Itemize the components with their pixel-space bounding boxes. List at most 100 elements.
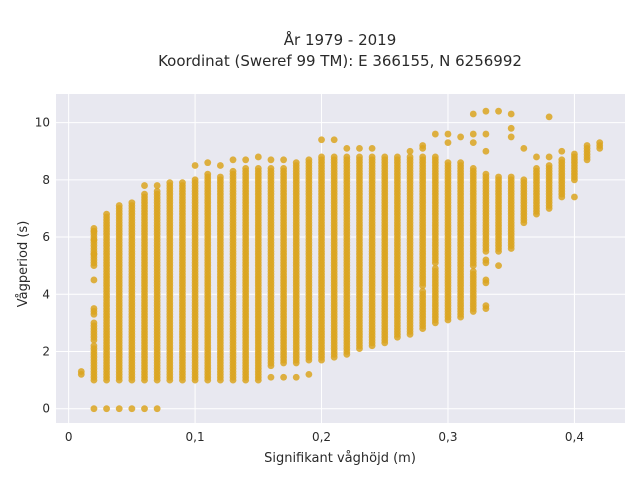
data-point	[431, 130, 439, 138]
data-point	[394, 153, 401, 161]
data-point	[558, 147, 566, 155]
data-point	[545, 153, 553, 161]
y-tick-label: 6	[42, 230, 50, 244]
data-point	[305, 370, 313, 378]
data-point	[330, 136, 338, 144]
data-point	[520, 144, 528, 152]
data-point	[495, 262, 502, 270]
data-point	[431, 153, 439, 161]
data-point	[469, 164, 477, 172]
data-point	[469, 139, 477, 147]
data-point	[469, 130, 477, 138]
data-point	[356, 144, 363, 152]
y-tick-label: 8	[42, 173, 50, 187]
data-point	[343, 153, 351, 161]
x-tick-label: 0,1	[186, 430, 205, 444]
data-point	[507, 124, 515, 132]
data-point	[292, 159, 300, 167]
data-point	[482, 276, 490, 284]
data-point	[204, 159, 212, 167]
data-point	[381, 153, 389, 161]
data-point	[229, 167, 237, 175]
data-point	[267, 164, 275, 172]
data-point	[103, 405, 110, 413]
data-point	[495, 107, 502, 115]
data-point	[406, 147, 414, 155]
data-point	[254, 153, 262, 161]
grid-lines	[56, 94, 625, 423]
data-point	[482, 130, 490, 138]
data-point	[90, 276, 98, 284]
data-point	[469, 110, 477, 118]
data-point	[419, 142, 427, 149]
data-point	[545, 113, 553, 121]
data-point	[368, 144, 376, 152]
data-point	[444, 130, 452, 138]
data-point	[128, 405, 136, 413]
data-point	[457, 159, 465, 167]
data-point	[583, 142, 591, 149]
data-point	[141, 190, 148, 198]
data-point	[482, 170, 490, 178]
plot-area	[56, 94, 625, 423]
data-point	[128, 199, 136, 207]
data-point	[596, 139, 604, 147]
data-point	[292, 373, 300, 381]
data-point	[558, 156, 566, 164]
data-point	[115, 405, 123, 413]
data-point	[533, 153, 540, 161]
data-point	[254, 164, 262, 172]
data-point	[153, 187, 161, 195]
data-point	[191, 176, 199, 184]
data-point	[90, 250, 98, 258]
data-point	[419, 288, 427, 295]
data-point	[77, 368, 85, 375]
data-point	[507, 110, 515, 118]
data-point	[280, 156, 287, 164]
data-point	[520, 176, 528, 184]
data-point	[90, 236, 98, 244]
data-point	[507, 133, 515, 141]
data-point	[495, 173, 502, 181]
data-point	[153, 182, 161, 189]
x-tick-label: 0	[65, 430, 73, 444]
data-point	[444, 159, 452, 167]
data-point	[267, 156, 275, 164]
data-point	[356, 153, 363, 161]
data-point	[482, 107, 490, 115]
data-point	[419, 153, 427, 161]
data-point	[242, 156, 250, 164]
data-points	[77, 107, 604, 413]
data-point	[318, 153, 325, 161]
data-point	[115, 202, 123, 209]
tick-labels: 0 0,1 0,2 0,3 0,4 0 2 4 6 8 10	[35, 116, 584, 444]
data-point	[469, 267, 477, 275]
data-point	[204, 170, 212, 178]
data-point	[507, 173, 515, 181]
data-point	[179, 179, 186, 187]
chart-subtitle: Koordinat (Sweref 99 TM): E 366155, N 62…	[158, 52, 522, 70]
x-axis-label: Signifikant våghöjd (m)	[264, 451, 416, 466]
data-point	[482, 256, 490, 264]
y-tick-label: 4	[42, 287, 50, 301]
y-tick-label: 0	[42, 402, 50, 416]
data-point	[90, 319, 98, 327]
data-point	[330, 153, 338, 161]
data-point	[90, 342, 98, 350]
chart-title: År 1979 - 2019	[284, 30, 397, 49]
data-point	[533, 164, 540, 172]
data-point	[191, 162, 199, 169]
data-point	[141, 182, 148, 189]
data-point	[457, 133, 465, 141]
x-tick-label: 0,4	[565, 430, 584, 444]
data-point	[153, 405, 161, 413]
data-point	[267, 373, 275, 381]
x-tick-label: 0,2	[312, 430, 331, 444]
data-point	[280, 373, 287, 381]
data-point	[545, 162, 553, 169]
y-tick-label: 2	[42, 344, 50, 358]
data-point	[141, 405, 148, 413]
data-point	[90, 305, 98, 312]
data-point	[280, 164, 287, 172]
